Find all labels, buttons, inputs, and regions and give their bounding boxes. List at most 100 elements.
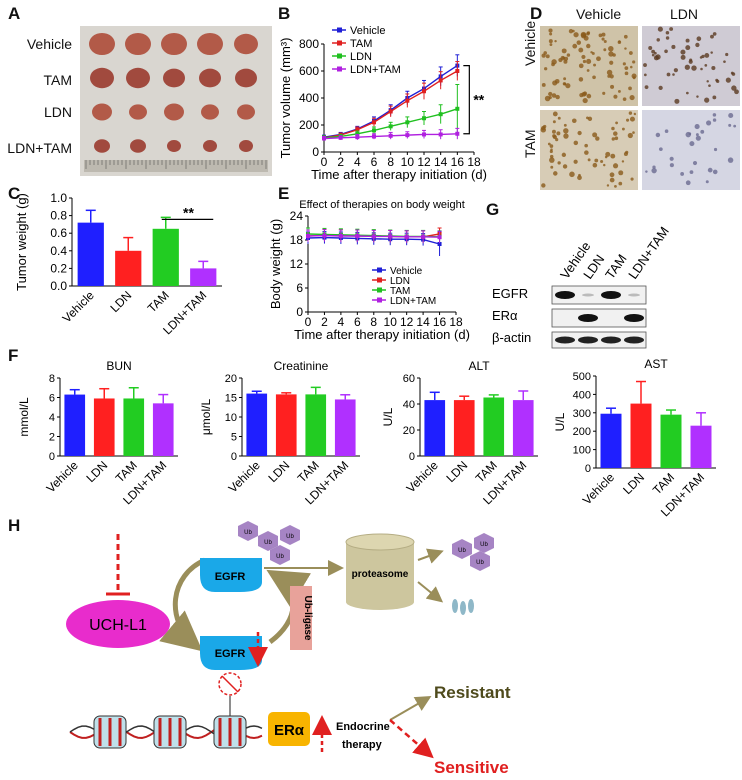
resistant-label: Resistant [434, 683, 511, 702]
nucleus [695, 42, 700, 48]
x-tick-label: 4 [338, 315, 345, 329]
nucleus [613, 131, 618, 136]
nucleus [594, 158, 599, 163]
nucleus [685, 180, 691, 186]
nucleus [705, 180, 709, 184]
bar [483, 397, 505, 456]
nucleus [603, 39, 607, 43]
egfr-top-label: EGFR [215, 571, 246, 583]
bar [453, 400, 475, 456]
blot-strip-era [551, 308, 647, 328]
nucleus [595, 136, 600, 141]
nucleus [627, 132, 633, 139]
nucleus [579, 93, 584, 98]
nucleus [712, 113, 717, 117]
ihc-images [540, 26, 740, 190]
blot-strip-actin [551, 331, 647, 349]
ub-label: Ub [244, 530, 252, 536]
nucleus [669, 27, 674, 31]
nucleus [583, 35, 589, 41]
nucleus [669, 163, 674, 168]
panel-letter-a: A [8, 4, 21, 23]
nucleus [712, 95, 717, 100]
category-label: TAM [145, 288, 172, 315]
sensitive-label: Sensitive [434, 758, 509, 777]
band [578, 314, 598, 322]
blot-row-label: β-actin [492, 330, 531, 345]
nucleus [592, 75, 596, 80]
y-tick-label: 400 [573, 389, 591, 401]
significance-bracket [463, 64, 470, 135]
nucleus [617, 40, 622, 44]
legend-label: Vehicle [390, 266, 423, 277]
nucleus [664, 49, 668, 54]
nucleus [552, 80, 558, 86]
legend-label: LDN+TAM [350, 64, 401, 76]
nucleus [710, 51, 713, 54]
y-axis-label: μmol/L [199, 399, 213, 436]
therapy-label: therapy [342, 739, 383, 751]
nucleus [712, 169, 718, 175]
legend-label: LDN+TAM [390, 296, 436, 307]
blot-strip-egfr [551, 285, 647, 305]
legend-marker [337, 40, 342, 46]
legend-marker [377, 267, 382, 273]
data-point [437, 242, 442, 246]
y-tick-label: 5 [231, 432, 237, 444]
nucleus [632, 60, 636, 64]
nucleus [713, 147, 718, 152]
nucleus [603, 48, 607, 52]
nucleus [609, 60, 614, 65]
ihc-row-label: TAM [522, 129, 538, 158]
y-tick-label: 0 [296, 305, 303, 319]
legend-marker [377, 297, 382, 303]
data-point [338, 135, 343, 140]
nucleus [552, 120, 556, 124]
nucleus [605, 151, 611, 157]
y-tick-label: 2 [49, 432, 55, 444]
peptide [452, 599, 458, 613]
nucleus [551, 93, 557, 98]
nucleus [548, 95, 552, 100]
nucleus [611, 137, 615, 141]
bar [152, 403, 174, 456]
nucleus [643, 63, 647, 67]
nucleus [680, 172, 685, 176]
nucleus [655, 132, 661, 138]
nucleus [541, 183, 546, 188]
ihc-tam-vehicle [540, 110, 638, 190]
legend-marker [377, 287, 382, 293]
nucleus [569, 171, 575, 178]
category-label: LDN [83, 458, 110, 485]
bar [512, 400, 534, 456]
nucleus [607, 74, 611, 78]
nucleus [701, 54, 705, 59]
nucleus [600, 159, 604, 163]
nucleus [578, 63, 584, 69]
nucleus [731, 85, 737, 91]
nucleus [712, 118, 717, 122]
y-tick-label: 0 [49, 451, 55, 463]
bar [77, 222, 104, 286]
nucleus [562, 56, 565, 60]
chart-tumor-weight: 0.0 0.2 0.4 0.6 0.8 1.0 Tumor weight (g) Vehicl… [14, 191, 222, 337]
nucleus [612, 163, 619, 169]
data-point [438, 112, 443, 117]
ihc-vehicle-ldn [642, 26, 740, 106]
blot-row-label: EGFR [492, 286, 528, 301]
y-tick-label: 0 [409, 451, 415, 463]
tumor-photo [80, 26, 272, 176]
ub-label: Ub [458, 548, 466, 554]
data-point [306, 234, 310, 238]
nucleus [549, 32, 553, 36]
ub-label: Ub [276, 554, 284, 560]
tumor [237, 104, 255, 120]
legend-label: LDN [390, 276, 410, 287]
nucleus [571, 118, 577, 124]
x-tick-label: 4 [354, 155, 361, 169]
nucleus [562, 82, 567, 86]
x-tick-label: 14 [434, 155, 448, 169]
nucleus [700, 129, 705, 134]
bar [305, 394, 327, 456]
peptide [460, 601, 466, 615]
